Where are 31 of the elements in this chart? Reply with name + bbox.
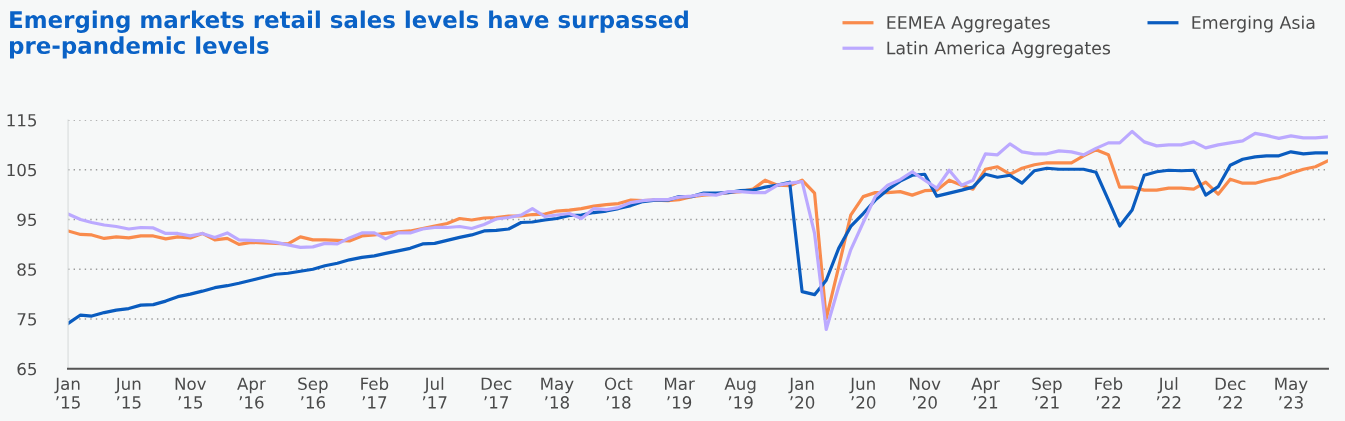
y-tick-label: 115 — [7, 114, 37, 127]
x-tick-label: May ’18 — [541, 377, 574, 409]
x-tick-label: Jul ’17 — [422, 377, 447, 409]
y-tick-label: 105 — [7, 163, 37, 177]
x-tick-label: Dec ’17 — [481, 377, 512, 409]
legend-label: Latin America Aggregates — [887, 41, 1111, 58]
legend-label: EEMEA Aggregates — [887, 16, 1050, 33]
x-tick-label: Aug ’19 — [724, 377, 756, 409]
legend-label: Emerging Asia — [1192, 15, 1315, 33]
x-tick-label: Nov ’15 — [175, 377, 207, 409]
x-tick-label: Jan ’15 — [54, 377, 80, 409]
y-tick-label: 65 — [17, 362, 37, 376]
x-tick-label: Oct ’18 — [604, 377, 633, 409]
x-tick-label: Feb ’22 — [1095, 377, 1123, 409]
x-tick-label: Jul ’22 — [1156, 377, 1181, 409]
x-tick-label: Apr ’16 — [237, 377, 266, 409]
y-tick-label: 95 — [17, 213, 37, 227]
x-tick-label: May ’23 — [1275, 377, 1308, 409]
x-tick-label: Jan ’20 — [788, 377, 815, 409]
chart-title: Emerging markets retail sales levels have surpassed pre-pandemic levels — [10, 10, 688, 59]
x-tick-label: Sep ’16 — [298, 377, 328, 409]
x-tick-label: Feb ’17 — [361, 377, 389, 409]
x-tick-label: Jun ’20 — [849, 377, 876, 409]
x-tick-label: Dec ’22 — [1215, 377, 1246, 409]
y-tick-label: 85 — [17, 263, 37, 276]
x-tick-label: Apr ’21 — [971, 377, 1000, 409]
x-tick-label: Nov ’20 — [910, 377, 941, 409]
y-tick-label: 75 — [17, 313, 37, 326]
x-tick-label: Mar ’19 — [665, 377, 695, 409]
x-tick-label: Jun ’15 — [114, 377, 141, 409]
x-tick-label: Sep ’21 — [1032, 377, 1062, 409]
